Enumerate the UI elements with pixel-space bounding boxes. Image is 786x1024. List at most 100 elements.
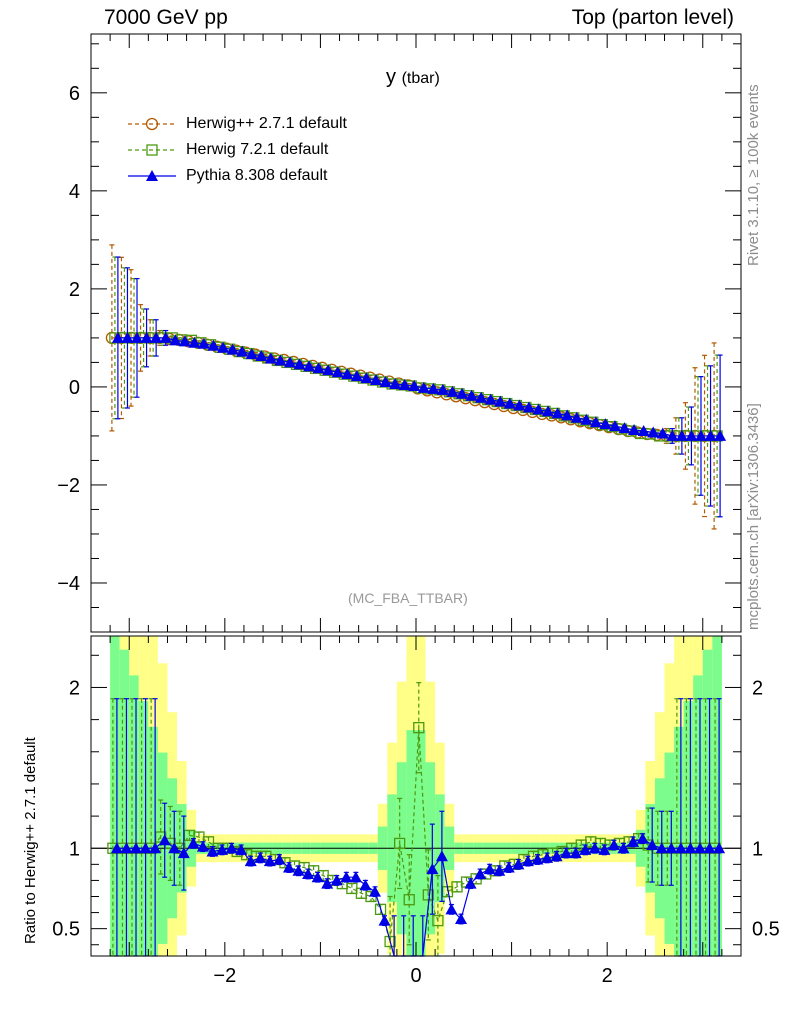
data-point-pythia: [561, 409, 574, 421]
data-point-pythia: [408, 379, 421, 391]
ratio-point-pythia: [493, 864, 506, 876]
data-point-pythia: [207, 339, 220, 351]
data-point-pythia: [360, 372, 373, 384]
ratio-point-pythia: [703, 842, 716, 854]
series-line-pythia: [117, 337, 721, 437]
ratio-point-pythia: [254, 851, 267, 863]
data-point-pythia: [121, 331, 134, 343]
ratio-point-pythia: [359, 879, 372, 891]
data-point-pythia: [131, 331, 144, 343]
y-tick-label-ratio-right: 1: [752, 838, 763, 860]
ratio-point-pythia: [607, 839, 620, 851]
ratio-point-pythia: [684, 842, 697, 854]
data-point-pythia: [140, 331, 153, 343]
ratio-point-pythia: [187, 837, 200, 849]
data-point-pythia: [417, 381, 430, 393]
data-point-pythia: [570, 411, 583, 423]
data-point-pythia: [656, 427, 669, 439]
y-tick-label-main: 0: [69, 377, 80, 399]
plot-title-suffix: (tbar): [401, 70, 440, 87]
ratio-point-pythia: [464, 877, 477, 889]
ratio-band-inner: [129, 675, 139, 956]
data-point-pythia: [666, 429, 679, 441]
ratio-point-pythia: [311, 871, 324, 883]
data-point-pythia: [322, 364, 335, 376]
legend-marker-herwigpp: [128, 117, 176, 131]
ratio-point-pythia: [598, 843, 611, 855]
data-point-pythia: [628, 424, 641, 436]
data-point-pythia: [618, 422, 631, 434]
ratio-point-pythia: [368, 885, 381, 897]
data-point-pythia: [685, 429, 698, 441]
ratio-point-pythia: [349, 871, 362, 883]
ratio-point-pythia: [378, 914, 391, 926]
ratio-point-pythia: [483, 863, 496, 875]
y-tick-label-ratio-right: 2: [752, 677, 763, 699]
data-point-pythia: [475, 391, 488, 403]
data-point-pythia: [111, 331, 124, 343]
data-point-pythia: [331, 366, 344, 378]
ratio-band-inner: [148, 726, 158, 956]
ratio-point-pythia: [435, 850, 448, 862]
ratio-point-pythia: [560, 847, 573, 859]
ratio-band-inner: [683, 701, 694, 956]
data-point-pythia: [255, 350, 268, 362]
data-point-pythia: [503, 397, 516, 409]
ratio-point-pythia: [321, 877, 334, 889]
ratio-point-pythia: [455, 913, 468, 925]
y-tick-label-main: 4: [69, 181, 80, 203]
ratio-point-pythia: [531, 853, 544, 865]
ratio-point-herwig7: [403, 894, 415, 906]
data-point-pythia: [580, 413, 593, 425]
ratio-point-pythia: [302, 867, 315, 879]
axis-tick-labels: −2 0 2 −4 −2 0 2 4 6 0.5 0.5 1 1 2 2: [52, 83, 780, 987]
ratio-point-pythia: [330, 874, 343, 886]
data-point-pythia: [274, 354, 287, 366]
ratio-point-pythia: [627, 835, 640, 847]
beam-energy-label: 7000 GeV pp: [104, 6, 228, 29]
ratio-point-pythia: [216, 843, 229, 855]
data-point-pythia: [436, 383, 449, 395]
data-point-pythia: [217, 341, 230, 353]
ratio-point-pythia: [426, 863, 439, 875]
data-point-pythia: [159, 331, 172, 343]
ratio-point-pythia: [149, 842, 162, 854]
ratio-point-pythia: [512, 858, 525, 870]
data-point-pythia: [446, 385, 459, 397]
ratio-point-pythia: [713, 842, 726, 854]
data-point-pythia: [599, 418, 612, 430]
data-point-pythia: [704, 429, 717, 441]
data-point-pythia: [589, 416, 602, 428]
ratio-point-pythia: [168, 842, 181, 854]
plot-title: y (tbar): [386, 66, 440, 89]
x-tick-label: −2: [213, 965, 236, 987]
y-tick-label-ratio-left: 1: [69, 838, 80, 860]
ratio-point-pythia: [206, 845, 219, 857]
ratio-band-inner: [119, 649, 130, 956]
analysis-name: (MC_FBA_TTBAR): [348, 590, 468, 606]
data-point-pythia: [551, 407, 564, 419]
y-tick-label-main: 2: [69, 279, 80, 301]
data-point-pythia: [398, 378, 411, 390]
ratio-band-inner: [110, 636, 120, 956]
y-tick-label-ratio-right: 0.5: [752, 919, 780, 941]
ratio-band-inner: [416, 730, 426, 956]
legend-label-herwig7: Herwig 7.2.1 default: [186, 141, 329, 158]
legend-label-herwigpp: Herwig++ 2.7.1 default: [186, 115, 347, 132]
data-point-pythia: [694, 429, 707, 441]
ratio-point-herwig7: [394, 837, 406, 850]
ratio-point-pythia: [541, 851, 554, 863]
data-point-pythia: [150, 331, 163, 343]
data-point-pythia: [513, 399, 526, 411]
data-point-pythia: [494, 395, 507, 407]
data-point-pythia: [226, 343, 239, 355]
y-tick-label-main: 6: [69, 83, 80, 105]
data-point-pythia: [303, 360, 316, 372]
ratio-point-herwig7: [432, 914, 444, 927]
ratio-point-pythia: [139, 842, 152, 854]
data-point-pythia: [188, 336, 201, 348]
ratio-point-pythia: [636, 832, 649, 844]
data-point-pythia: [532, 403, 545, 415]
legend-label-pythia: Pythia 8.308 default: [186, 167, 328, 184]
